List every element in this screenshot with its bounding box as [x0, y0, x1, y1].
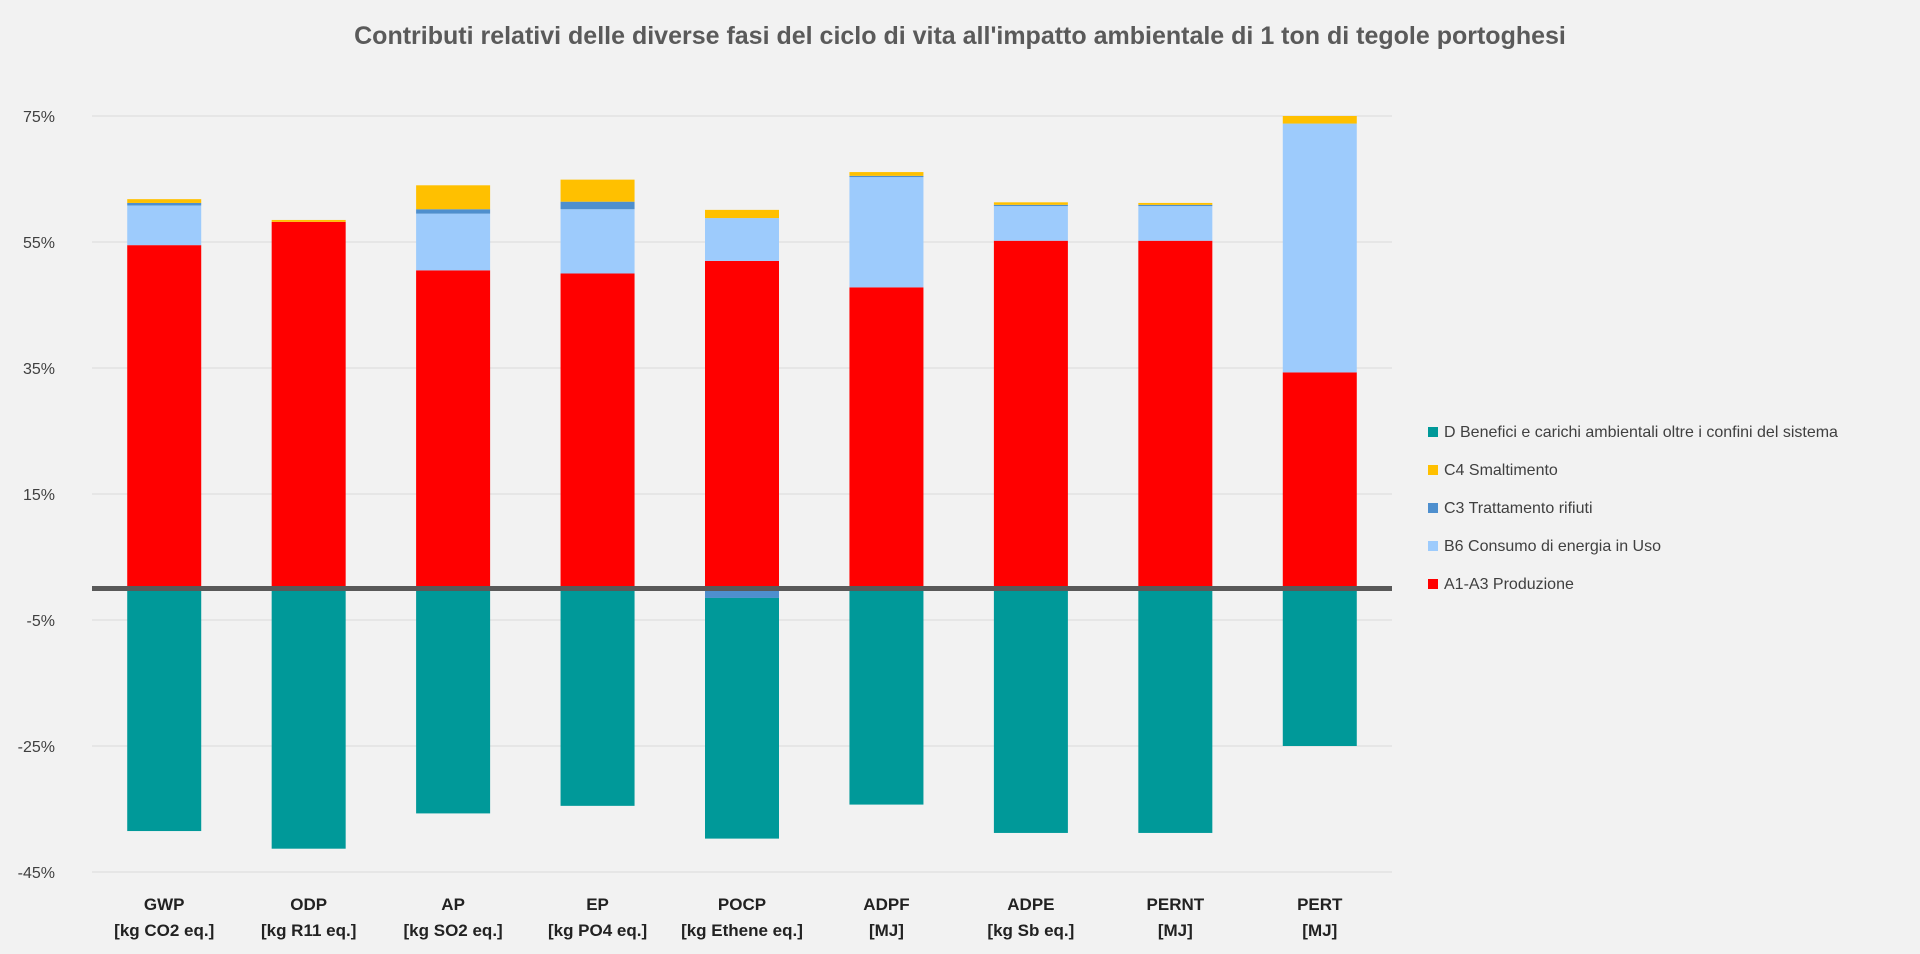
y-tick-label: 15% — [23, 487, 55, 504]
legend-swatch — [1428, 427, 1438, 437]
x-axis-labels: GWP [kg CO2 eq.] ODP [kg R11 eq.] AP [kg SO2 … — [114, 895, 1343, 940]
bar-segment — [1138, 202, 1213, 205]
bar-segment — [127, 205, 202, 246]
bar-segment — [127, 245, 202, 589]
x-category-label: ODP — [290, 895, 327, 914]
y-tick-label: -5% — [27, 613, 55, 630]
y-axis-ticks: 75% 55% 35% 15% -5% -25% -45% — [18, 109, 55, 882]
x-category-label: AP — [441, 895, 465, 914]
x-category-label: [kg Ethene eq.] — [681, 921, 803, 940]
bar-segment — [416, 270, 491, 589]
bar-segment — [705, 209, 779, 219]
legend-label: A1-A3 Produzione — [1444, 576, 1574, 593]
bar-segment — [849, 287, 924, 589]
bar-segment — [1138, 206, 1213, 241]
bar-segment — [560, 588, 635, 806]
x-category-label: POCP — [718, 895, 766, 914]
bar-segment — [849, 177, 924, 288]
bar-segment — [1138, 588, 1213, 833]
chart-title: Contributi relativi delle diverse fasi d… — [354, 22, 1566, 50]
legend-swatch — [1428, 579, 1438, 589]
x-category-label: [kg Sb eq.] — [987, 921, 1074, 940]
x-category-label: GWP — [144, 895, 185, 914]
x-category-label: [kg PO4 eq.] — [548, 921, 647, 940]
bar-segment — [127, 199, 202, 203]
bar-segment — [1282, 123, 1357, 373]
bar-segment — [560, 179, 635, 202]
bar-segment — [993, 202, 1068, 205]
legend-swatch — [1428, 541, 1438, 551]
y-tick-label: 55% — [23, 235, 55, 252]
bar-segment — [560, 209, 635, 274]
x-category-label: PERNT — [1147, 895, 1205, 914]
legend: D Benefici e carichi ambientali oltre i … — [1428, 424, 1838, 593]
legend-label: B6 Consumo di energia in Uso — [1444, 538, 1661, 555]
bar-segment — [705, 260, 779, 589]
bar-segment — [1282, 372, 1357, 589]
y-tick-label: -25% — [18, 739, 55, 756]
bar-segment — [271, 588, 346, 849]
y-tick-label: -45% — [18, 865, 55, 882]
bar-segment — [560, 273, 635, 589]
bar-segment — [416, 185, 491, 210]
legend-label: D Benefici e carichi ambientali oltre i … — [1444, 424, 1838, 441]
legend-swatch — [1428, 503, 1438, 513]
legend-swatch — [1428, 465, 1438, 475]
bar-segment — [1138, 240, 1213, 589]
bar-segment — [993, 206, 1068, 241]
x-category-label: [kg CO2 eq.] — [114, 921, 214, 940]
bar-segment — [271, 221, 346, 589]
x-category-label: EP — [586, 895, 609, 914]
x-category-label: [kg SO2 eq.] — [404, 921, 503, 940]
bar-segment — [705, 588, 779, 598]
x-category-label: ADPF — [863, 895, 909, 914]
y-tick-label: 35% — [23, 361, 55, 378]
bar-segment — [1282, 116, 1357, 124]
bar-segment — [127, 588, 202, 832]
x-category-label: ADPE — [1007, 895, 1054, 914]
bar-segment — [127, 202, 202, 206]
bar-segment — [993, 204, 1068, 207]
bar-segment — [849, 175, 924, 178]
x-category-label: [kg R11 eq.] — [261, 921, 356, 940]
bar-segment — [271, 219, 346, 222]
legend-label: C4 Smaltimento — [1444, 462, 1558, 479]
bar-segment — [993, 588, 1068, 833]
bar-segment — [1282, 588, 1357, 746]
x-category-label: PERT — [1297, 895, 1343, 914]
bars — [127, 116, 1357, 849]
bar-segment — [1138, 204, 1213, 207]
y-tick-label: 75% — [23, 109, 55, 126]
bar-segment — [993, 240, 1068, 589]
bar-segment — [416, 213, 491, 271]
bar-segment — [560, 201, 635, 210]
bar-segment — [849, 588, 924, 805]
x-category-label: [MJ] — [1158, 921, 1193, 940]
bar-segment — [416, 588, 491, 814]
bar-segment — [849, 172, 924, 176]
bar-segment — [705, 218, 779, 261]
x-category-label: [MJ] — [1302, 921, 1337, 940]
legend-label: C3 Trattamento rifiuti — [1444, 500, 1593, 517]
bar-segment — [705, 597, 779, 839]
x-category-label: [MJ] — [869, 921, 904, 940]
bar-segment — [416, 209, 491, 214]
